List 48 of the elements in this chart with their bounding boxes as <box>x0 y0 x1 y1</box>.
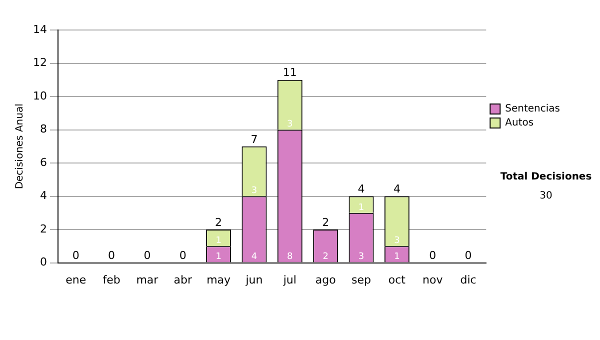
x-tick-label: may <box>206 273 232 286</box>
y-tick-label: 2 <box>40 222 47 236</box>
text: Total Decisiones <box>500 172 592 183</box>
text: 30 <box>540 190 552 202</box>
data-label: 1 <box>216 252 222 262</box>
y-tick-label: 12 <box>32 56 47 70</box>
total-label: 4 <box>358 182 365 196</box>
x-tick-label: ene <box>66 273 86 286</box>
data-label: 1 <box>394 252 400 262</box>
total-label: 0 <box>179 249 186 262</box>
x-tick-label: sep <box>352 273 372 286</box>
data-label: 2 <box>322 252 328 262</box>
y-tick-label: 10 <box>32 89 47 102</box>
data-label: 1 <box>358 202 364 213</box>
data-label: 3 <box>358 252 364 262</box>
total-label: 0 <box>464 249 472 262</box>
x-tick-label: ago <box>315 273 336 286</box>
data-label: 3 <box>287 120 293 130</box>
x-tick-label: nov <box>422 273 444 286</box>
y-tick-label: 4 <box>40 189 47 202</box>
x-tick-label: abr <box>174 273 192 286</box>
y-tick-label: 0 <box>40 256 47 269</box>
x-tick-label: feb <box>102 273 120 286</box>
x-tick-label: oct <box>388 273 406 286</box>
y-tick-label: 14 <box>32 22 47 36</box>
legend-label: Autos <box>505 118 534 129</box>
data-label: 3 <box>394 236 400 246</box>
data-label: 1 <box>216 236 222 246</box>
x-tick-label: dic <box>460 273 476 286</box>
total-label: 0 <box>429 249 436 262</box>
x-tick-label: jun <box>244 273 263 286</box>
total-label: 2 <box>322 216 330 229</box>
x-tick-label: mar <box>136 273 159 286</box>
y-tick-label: 6 <box>40 156 47 169</box>
total-label: 0 <box>144 249 151 262</box>
total-label: 2 <box>215 216 222 229</box>
data-label: 3 <box>251 186 258 196</box>
data-label: 4 <box>251 252 258 262</box>
legend-label: Sentencias <box>505 104 560 115</box>
total-label: 11 <box>282 66 297 80</box>
y-axis-title: Decisiones Anual <box>14 104 26 190</box>
x-tick-label: jul <box>282 273 296 286</box>
total-label: 0 <box>108 249 116 262</box>
data-label: 8 <box>287 252 294 262</box>
total-label: 4 <box>393 182 400 196</box>
total-label: 7 <box>250 132 258 146</box>
total-label: 0 <box>72 249 80 262</box>
y-tick-label: 8 <box>40 122 47 136</box>
